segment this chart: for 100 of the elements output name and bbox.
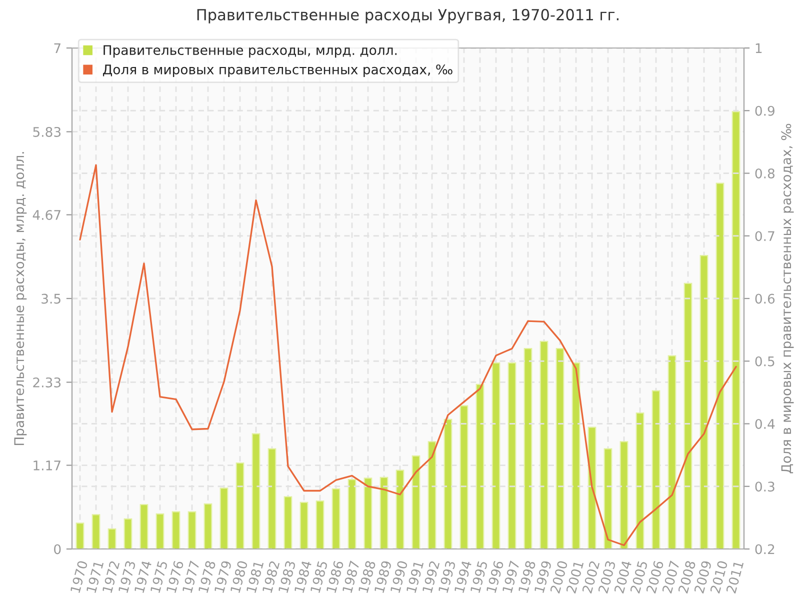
x-tick-label: 2008 xyxy=(678,560,696,594)
bar xyxy=(316,500,324,549)
bar xyxy=(492,362,500,549)
y2-axis-title: Доля в мировых правительственных расходах, ‰ xyxy=(781,124,794,474)
bar xyxy=(556,348,564,549)
y-tick-label: 3.5 xyxy=(42,294,60,304)
bar xyxy=(108,528,116,549)
x-tick-label: 2001 xyxy=(566,560,584,594)
x-tick-label: 1979 xyxy=(214,560,232,594)
bar xyxy=(444,418,452,549)
bar xyxy=(652,390,660,549)
bar xyxy=(460,405,468,549)
y2-tick-label: 0.5 xyxy=(755,356,774,366)
x-tick-label: 1981 xyxy=(246,560,264,594)
legend-label: Доля в мировых правительственных расходах, ‰ xyxy=(103,64,452,77)
bar xyxy=(268,448,276,549)
x-tick-label: 1993 xyxy=(438,560,456,594)
x-tick-label: 1978 xyxy=(198,560,216,594)
x-tick-label: 2011 xyxy=(726,560,744,594)
x-tick-label: 2009 xyxy=(694,560,712,594)
y2-tick-label: 1 xyxy=(756,43,762,54)
x-tick-label: 1997 xyxy=(502,560,520,594)
bar xyxy=(668,355,676,549)
bar xyxy=(508,362,516,549)
legend-label: Правительственные расходы, млрд. долл. xyxy=(104,45,397,58)
chart-title: Правительственные расходы Уругвая, 1970-2011 гг. xyxy=(197,8,618,24)
x-tick-label: 1980 xyxy=(230,560,248,594)
y2-tick-label: 0.7 xyxy=(755,231,774,242)
y-tick-label: 0 xyxy=(54,544,61,554)
bar xyxy=(124,518,132,549)
bar xyxy=(236,462,244,549)
bar xyxy=(252,433,260,549)
x-tick-label: 1987 xyxy=(342,560,360,594)
bar xyxy=(380,476,388,549)
bar xyxy=(284,496,292,549)
x-tick-label: 1984 xyxy=(294,560,312,594)
x-tick-label: 2007 xyxy=(662,560,680,594)
bar xyxy=(572,362,580,549)
x-tick-label: 2006 xyxy=(646,560,664,594)
y-tick-label: 5.83 xyxy=(33,126,61,137)
bar xyxy=(732,111,740,549)
y2-tick-label: 0.6 xyxy=(755,294,775,304)
bar xyxy=(700,255,708,549)
y-tick-label: 2.33 xyxy=(33,377,61,388)
line-series xyxy=(79,164,737,546)
y-tick-label: 7 xyxy=(54,43,60,54)
bar xyxy=(540,340,548,549)
y2-tick-label: 0.9 xyxy=(755,106,774,116)
y2-tick-label: 0.8 xyxy=(755,168,774,178)
x-tick-label: 1994 xyxy=(454,560,472,594)
bar xyxy=(348,479,356,549)
x-tick-label: 1985 xyxy=(310,560,328,594)
x-tick-label: 1983 xyxy=(278,560,296,594)
y2-tick-label: 0.4 xyxy=(755,418,775,429)
x-tick-label: 1976 xyxy=(166,560,184,594)
x-tick-label: 1986 xyxy=(326,560,344,594)
x-tick-label: 1974 xyxy=(134,560,152,594)
x-tick-label: 1972 xyxy=(102,560,120,594)
bar xyxy=(140,504,148,549)
bar xyxy=(220,488,228,549)
x-tick-label: 1989 xyxy=(374,560,392,594)
bar xyxy=(92,514,100,549)
x-tick-label: 2005 xyxy=(630,560,648,594)
bar xyxy=(636,412,644,549)
bar xyxy=(604,448,612,549)
bar xyxy=(364,478,372,549)
x-tick-label: 1973 xyxy=(118,560,136,594)
bar xyxy=(476,384,484,549)
x-tick-label: 1988 xyxy=(358,560,376,594)
x-tick-label: 2000 xyxy=(550,560,568,594)
bar xyxy=(300,502,308,549)
bar xyxy=(188,511,196,549)
bar xyxy=(332,488,340,549)
bar xyxy=(396,470,404,549)
bar xyxy=(524,348,532,549)
bar xyxy=(684,282,692,549)
bar xyxy=(716,182,724,549)
bar xyxy=(76,522,84,549)
x-tick-label: 1990 xyxy=(390,560,408,594)
y2-tick-label: 0.3 xyxy=(755,482,774,492)
bar xyxy=(428,441,436,549)
y-tick-label: 1.17 xyxy=(34,460,60,470)
bar xyxy=(620,441,628,549)
x-tick-label: 1982 xyxy=(262,560,280,594)
x-tick-label: 1970 xyxy=(70,560,88,594)
bar xyxy=(412,455,420,549)
y-tick-label: 4.67 xyxy=(32,210,60,220)
x-tick-label: 1996 xyxy=(486,560,504,594)
x-tick-label: 1971 xyxy=(86,560,104,594)
y2-tick-label: 0.2 xyxy=(755,544,774,554)
x-tick-label: 2002 xyxy=(582,560,600,594)
y-axis-title: Правительственные расходы, млрд. долл. xyxy=(14,152,27,446)
bar xyxy=(156,513,164,549)
x-tick-label: 1977 xyxy=(182,560,200,594)
x-tick-label: 1999 xyxy=(534,560,552,594)
x-tick-label: 1975 xyxy=(150,560,168,594)
x-tick-label: 2003 xyxy=(598,560,616,594)
x-tick-label: 1991 xyxy=(406,560,424,594)
x-tick-label: 1998 xyxy=(518,560,536,594)
x-tick-label: 2004 xyxy=(614,560,632,594)
